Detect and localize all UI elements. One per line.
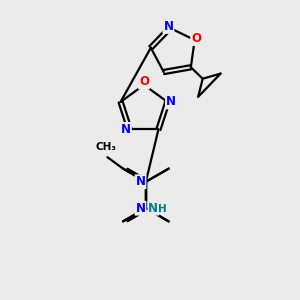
Text: O: O — [191, 32, 201, 45]
Text: N: N — [164, 20, 173, 33]
Text: N: N — [136, 202, 146, 215]
Text: CH₃: CH₃ — [95, 142, 116, 152]
Text: N: N — [121, 123, 131, 136]
Text: O: O — [139, 75, 149, 88]
Text: N: N — [166, 95, 176, 108]
Text: N: N — [136, 175, 146, 188]
Text: H: H — [158, 204, 167, 214]
Text: N: N — [148, 202, 158, 215]
